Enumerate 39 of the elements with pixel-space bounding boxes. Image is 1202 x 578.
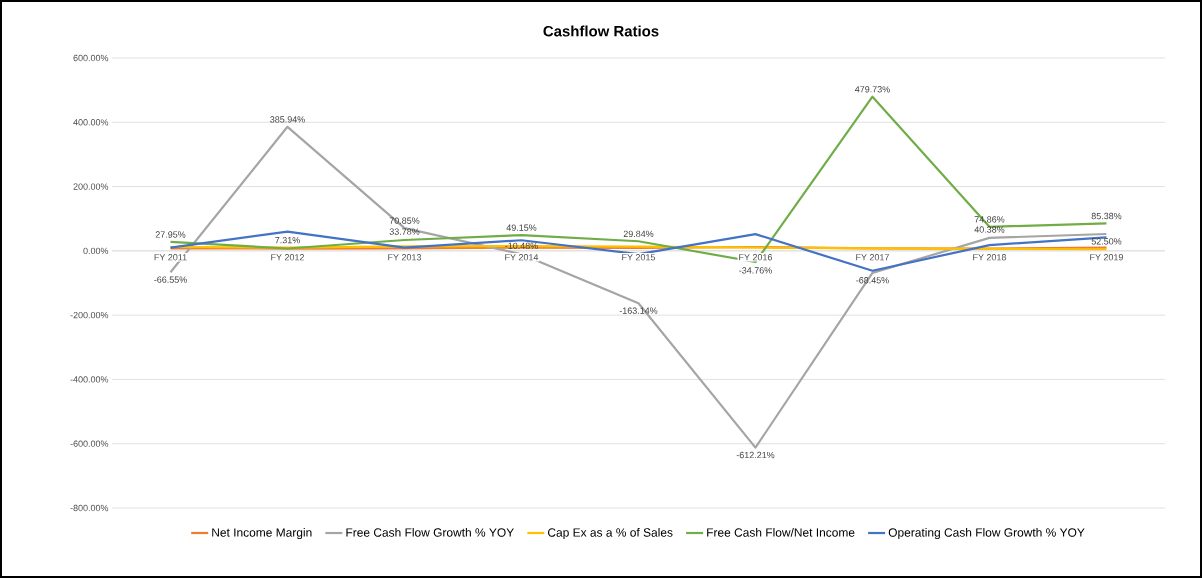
data-label: 70.85% xyxy=(389,217,420,224)
data-label: 33.78% xyxy=(389,228,420,235)
x-tick-label: FY 2016 xyxy=(739,254,773,261)
y-tick-label: -400.00% xyxy=(70,376,109,383)
data-label: -612.21% xyxy=(736,451,775,459)
x-tick-label: FY 2012 xyxy=(271,254,304,261)
data-label: -68.45% xyxy=(856,277,889,284)
data-label: 85.38% xyxy=(1091,212,1122,220)
x-tick-label: FY 2013 xyxy=(388,254,422,261)
data-label: 7.31% xyxy=(275,236,300,244)
y-tick-label: 400.00% xyxy=(73,119,109,126)
data-label: 49.15% xyxy=(506,224,537,231)
legend-label: Free Cash Flow Growth % YOY xyxy=(346,527,514,537)
y-tick-label: 200.00% xyxy=(73,183,109,190)
data-label: 29.84% xyxy=(623,230,654,238)
data-label: 27.95% xyxy=(155,231,186,238)
data-label: -66.55% xyxy=(154,276,187,283)
x-tick-label: FY 2018 xyxy=(973,254,1006,261)
y-tick-label: 600.00% xyxy=(73,54,109,62)
x-tick-label: FY 2017 xyxy=(856,254,889,261)
data-label: -34.76% xyxy=(739,267,772,274)
data-label: 479.73% xyxy=(854,86,890,93)
data-label: 52.50% xyxy=(1091,238,1122,245)
y-tick-label: -600.00% xyxy=(70,440,109,447)
y-tick-label: -800.00% xyxy=(70,504,109,512)
legend-label: Net Income Margin xyxy=(212,527,312,540)
chart-title: Cashflow Ratios xyxy=(543,25,659,37)
x-tick-label: FY 2015 xyxy=(622,254,656,261)
x-tick-label: FY 2019 xyxy=(1090,254,1123,261)
legend-label: Operating Cash Flow Growth % YOY xyxy=(888,527,1085,540)
x-tick-label: FY 2011 xyxy=(154,254,187,261)
data-label: 385.94% xyxy=(270,116,305,123)
x-tick-label: FY 2014 xyxy=(505,254,539,261)
legend-label: Cap Ex as a % of Sales xyxy=(548,527,673,540)
legend-label: Free Cash Flow/Net Income xyxy=(707,527,855,537)
y-tick-label: -200.00% xyxy=(70,311,109,319)
data-label: -163.14% xyxy=(619,307,658,314)
y-tick-label: 0.00% xyxy=(83,247,109,255)
data-label: 40.38% xyxy=(974,226,1005,233)
